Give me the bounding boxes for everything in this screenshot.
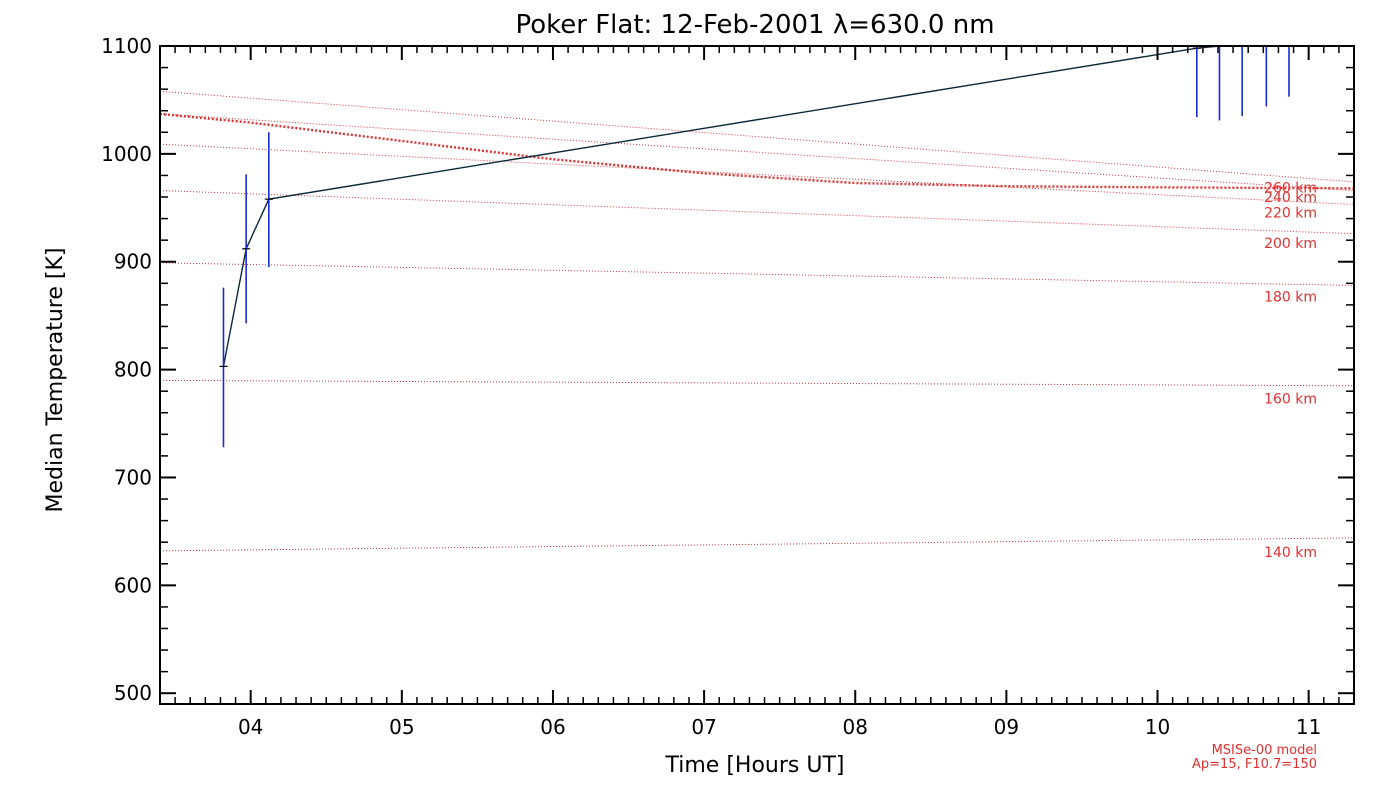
model-note-line-2: Ap=15, F10.7=150 [1192,757,1317,772]
y-axis-label: Median Temperature [K] [43,248,68,513]
model-label-140km: 140 km [1264,545,1317,561]
model-line-200km [159,190,1355,235]
y-tick-label-6: 1100 [101,34,152,58]
chart-title: Poker Flat: 12-Feb-2001 λ=630.0 nm [515,10,994,40]
x-tick-label-5: 09 [994,715,1019,739]
model-line-260km [159,90,1355,183]
measured-data-layer [219,45,1294,448]
model-median-layer [159,112,1355,190]
y-tick-label-3: 800 [114,358,152,382]
x-tick-label-2: 06 [540,715,565,739]
model-label-260km: 260 km [1264,180,1317,196]
model-label-160km: 160 km [1264,391,1317,407]
x-tick-label-7: 11 [1296,715,1321,739]
y-tick-label-4: 900 [114,250,152,274]
measured-line [222,45,1290,367]
model-line-160km [159,379,1355,387]
model-line-180km [159,262,1355,286]
model-label-200km: 200 km [1264,236,1317,252]
y-tick-label-2: 700 [114,465,152,489]
y-tick-label-0: 500 [114,681,152,705]
model-note-line-1: MSISe-00 model [1212,743,1317,758]
model-label-220km: 220 km [1264,206,1317,222]
model-line-240km [159,113,1355,192]
x-tick-label-1: 05 [389,715,414,739]
x-tick-label-0: 04 [238,715,263,739]
x-tick-label-6: 10 [1145,715,1170,739]
model-median-line [159,112,1355,190]
plot-frame [159,45,1355,705]
x-tick-label-3: 07 [691,715,716,739]
axes-layer: 04 05 06 07 08 09 10 11 500 600 700 800 900 1000 1100 [101,34,1355,739]
model-line-220km [159,143,1355,206]
model-label-240km: 240 km [1264,190,1317,206]
y-tick-label-5: 1000 [101,142,152,166]
x-axis-label: Time [Hours UT] [665,753,845,778]
model-line-140km [159,537,1355,552]
y-tick-label-1: 600 [114,573,152,597]
model-label-180km: 180 km [1264,290,1317,306]
x-tick-label-4: 08 [843,715,868,739]
